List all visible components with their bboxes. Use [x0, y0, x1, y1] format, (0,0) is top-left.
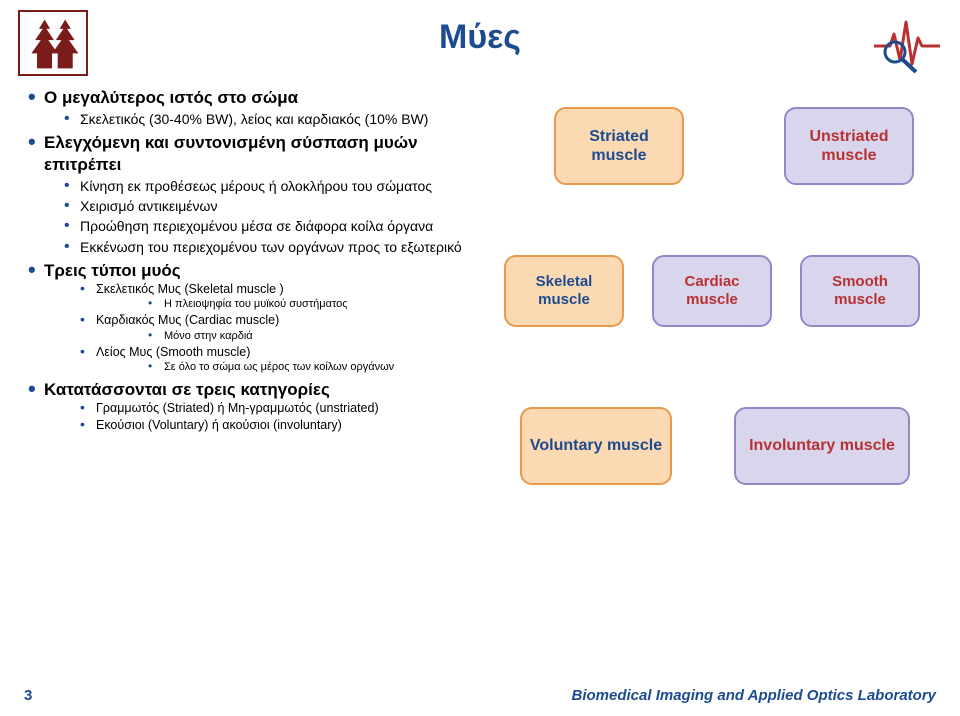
bullet-text: Ο μεγαλύτερος ιστός στο σώμα	[44, 88, 298, 107]
bullet-text: Λείος Μυς (Smooth muscle)	[96, 345, 250, 359]
bullet-l2: Σκελετικός (30-40% BW), λείος και καρδια…	[44, 110, 494, 128]
bullet-l1: Ελεγχόμενη και συντονισμένη σύσπαση μυών…	[24, 132, 494, 255]
bullet-list: Ο μεγαλύτερος ιστός στο σώμα Σκελετικός …	[24, 87, 504, 507]
box-striated: Striated muscle	[554, 107, 684, 185]
bullet-l1: Ο μεγαλύτερος ιστός στο σώμα Σκελετικός …	[24, 87, 494, 128]
footer: 3 Biomedical Imaging and Applied Optics …	[0, 687, 960, 704]
bullet-l2: Κίνηση εκ προθέσεως μέρους ή ολοκλήρου τ…	[44, 177, 494, 195]
bullet-text: Ελεγχόμενη και συντονισμένη σύσπαση μυών…	[44, 133, 418, 173]
box-smooth: Smooth muscle	[800, 255, 920, 327]
content-area: Ο μεγαλύτερος ιστός στο σώμα Σκελετικός …	[24, 87, 936, 507]
bullet-l2: Εκκένωση του περιεχομένου των οργάνων πρ…	[44, 238, 494, 256]
bullet-l3: Σκελετικός Μυς (Skeletal muscle ) Η πλει…	[44, 281, 494, 312]
bullet-l3: Καρδιακός Μυς (Cardiac muscle) Μόνο στην…	[44, 312, 494, 343]
muscle-diagram: Striated muscle Unstriated muscle Skelet…	[504, 107, 924, 507]
bullet-l4: Η πλειοψηφία του μυϊκού συστήματος	[96, 297, 494, 311]
bullet-l4: Σε όλο το σώμα ως μέρος των κοίλων οργάν…	[96, 360, 494, 374]
box-skeletal: Skeletal muscle	[504, 255, 624, 327]
page-number: 3	[24, 687, 32, 704]
slide-title: Μύες	[24, 18, 936, 57]
bullet-l1: Κατατάσσονται σε τρεις κατηγορίες Γραμμω…	[24, 379, 494, 434]
bullet-l3: Λείος Μυς (Smooth muscle) Σε όλο το σώμα…	[44, 344, 494, 375]
right-logo	[872, 12, 942, 74]
box-involuntary: Involuntary muscle	[734, 407, 910, 485]
bullet-l3: Γραμμωτός (Striated) ή Μη-γραμμωτός (uns…	[44, 400, 494, 416]
bullet-l4: Μόνο στην καρδιά	[96, 329, 494, 343]
bullet-l1: Τρεις τύποι μυός Σκελετικός Μυς (Skeleta…	[24, 260, 494, 375]
bullet-text: Κατατάσσονται σε τρεις κατηγορίες	[44, 380, 330, 399]
bullet-text: Σκελετικός Μυς (Skeletal muscle )	[96, 282, 284, 296]
box-unstriated: Unstriated muscle	[784, 107, 914, 185]
slide: Μύες Ο μεγαλύτερος ιστός στο σώμα Σκελετ…	[0, 0, 960, 716]
left-logo	[18, 10, 88, 76]
bullet-l2: Προώθηση περιεχομένου μέσα σε διάφορα κο…	[44, 217, 494, 235]
bullet-text: Καρδιακός Μυς (Cardiac muscle)	[96, 313, 279, 327]
diagram-area: Striated muscle Unstriated muscle Skelet…	[504, 87, 936, 507]
box-voluntary: Voluntary muscle	[520, 407, 672, 485]
bullet-text: Τρεις τύποι μυός	[44, 261, 181, 280]
bullet-l3: Εκούσιοι (Voluntary) ή ακούσιοι (involun…	[44, 417, 494, 433]
box-cardiac: Cardiac muscle	[652, 255, 772, 327]
bullet-l2: Χειρισμό αντικειμένων	[44, 197, 494, 215]
lab-label: Biomedical Imaging and Applied Optics La…	[572, 687, 937, 704]
